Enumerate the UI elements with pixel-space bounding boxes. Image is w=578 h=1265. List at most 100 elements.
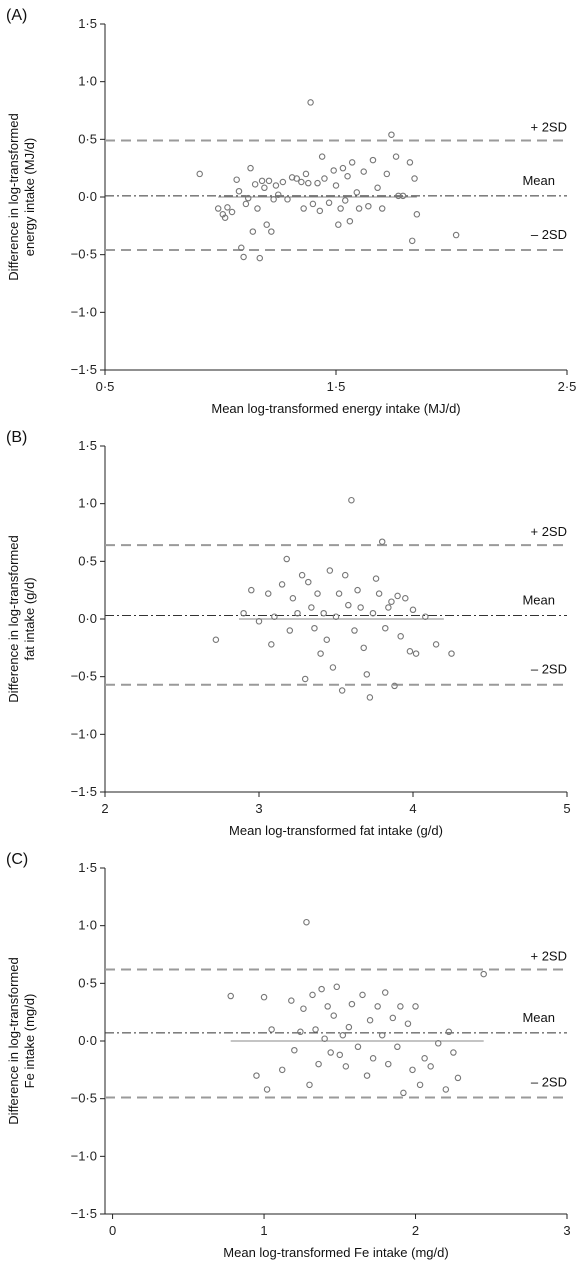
data-point — [256, 254, 264, 262]
data-point — [369, 609, 377, 617]
data-point — [445, 1028, 453, 1036]
y-axis-title-line: fat intake (g/d) — [22, 577, 37, 660]
data-point — [315, 1060, 322, 1068]
panel-label: (A) — [6, 7, 27, 24]
data-point — [196, 170, 203, 178]
data-point — [372, 575, 380, 582]
data-point — [316, 207, 324, 215]
data-point — [345, 1023, 353, 1031]
y-tick-label: 0·0 — [78, 189, 97, 204]
data-point — [391, 682, 398, 690]
data-point — [240, 609, 247, 617]
y-tick-label: 0·5 — [78, 131, 97, 146]
data-point — [385, 604, 392, 611]
data-point — [392, 153, 400, 160]
y-tick-label: −1·0 — [71, 1148, 97, 1163]
y-tick-label: −1·0 — [71, 726, 97, 741]
data-point — [320, 609, 327, 617]
data-point — [400, 1089, 407, 1097]
data-point — [251, 181, 259, 188]
data-point — [448, 650, 455, 657]
y-axis-title-line: Fe intake (mg/d) — [22, 994, 37, 1089]
data-point — [339, 1031, 347, 1039]
data-point — [293, 175, 300, 182]
data-point — [360, 644, 367, 652]
data-point — [309, 200, 317, 208]
data-point — [378, 1031, 386, 1039]
x-axis-title: Mean log-transformed Fe intake (mg/d) — [223, 1245, 448, 1260]
panel-a: (A) −1·5 −1·0 −0·5 0·0 0·5 1·0 1·5 0·5 1·5 2·5 Mean… — [0, 0, 578, 420]
data-point — [338, 687, 346, 694]
y-tick-label: 0·0 — [78, 1033, 97, 1048]
data-point — [278, 581, 286, 588]
data-point — [227, 992, 234, 1000]
data-point — [294, 609, 301, 617]
data-point — [260, 993, 268, 1001]
x-axis-title: Mean log-transformed fat intake (g/d) — [229, 823, 443, 838]
data-point — [480, 970, 487, 978]
data-point — [318, 153, 326, 160]
data-point — [224, 204, 231, 211]
data-point — [378, 205, 386, 212]
data-point — [359, 991, 366, 999]
data-point — [353, 189, 361, 196]
data-point — [274, 191, 282, 198]
data-point — [406, 648, 414, 655]
data-point — [348, 159, 356, 166]
y-tick-label: 0·5 — [78, 975, 97, 990]
data-point — [283, 555, 290, 563]
data-point — [341, 571, 349, 579]
data-point — [288, 997, 295, 1004]
x-tick-label: 2 — [101, 801, 108, 816]
data-point — [365, 202, 372, 210]
data-point — [289, 594, 297, 602]
data-point — [305, 179, 312, 187]
mean-label: Mean — [522, 1010, 555, 1025]
data-point — [301, 675, 309, 683]
data-point — [253, 1072, 260, 1079]
x-tick-label: 2·5 — [558, 379, 577, 394]
data-point — [238, 244, 245, 251]
data-point — [279, 178, 287, 186]
x-tick-label: 3 — [563, 1223, 570, 1238]
y-axis-title-line: Difference in log-transformed — [6, 113, 21, 280]
data-point — [335, 221, 342, 228]
data-point — [351, 627, 358, 634]
data-point — [404, 1020, 412, 1027]
data-point — [317, 650, 324, 657]
data-point — [375, 590, 383, 597]
mean-label: Mean — [522, 173, 555, 188]
data-point — [306, 1081, 313, 1089]
mean-label: Mean — [522, 593, 555, 608]
data-point — [344, 172, 351, 180]
x-tick-label: 4 — [409, 801, 416, 816]
data-point — [228, 208, 236, 216]
y-tick-label: −1·5 — [71, 784, 97, 799]
data-point — [394, 592, 401, 600]
data-point — [381, 989, 389, 996]
data-point — [321, 175, 328, 182]
data-point — [421, 1055, 428, 1062]
x-tick-label: 5 — [563, 801, 570, 816]
data-point — [378, 538, 386, 545]
y-tick-label: −1·0 — [71, 304, 97, 319]
data-point — [369, 156, 377, 164]
data-point — [268, 641, 275, 648]
data-point — [385, 1060, 392, 1068]
y-tick-label: 1·5 — [78, 860, 97, 875]
y-axis-title-line: energy intake (MJ/d) — [22, 138, 37, 257]
data-point — [395, 192, 402, 200]
data-point — [355, 205, 363, 212]
data-point — [330, 167, 337, 174]
data-point — [212, 636, 220, 644]
data-point — [409, 606, 417, 614]
data-point — [286, 627, 294, 634]
x-tick-label: 2 — [412, 1223, 419, 1238]
data-point — [354, 586, 361, 594]
data-point — [298, 178, 305, 186]
data-point — [308, 604, 315, 611]
data-point — [254, 205, 261, 212]
data-point — [389, 1014, 397, 1022]
data-point — [297, 1028, 304, 1036]
y-tick-label: 1·0 — [78, 74, 97, 89]
